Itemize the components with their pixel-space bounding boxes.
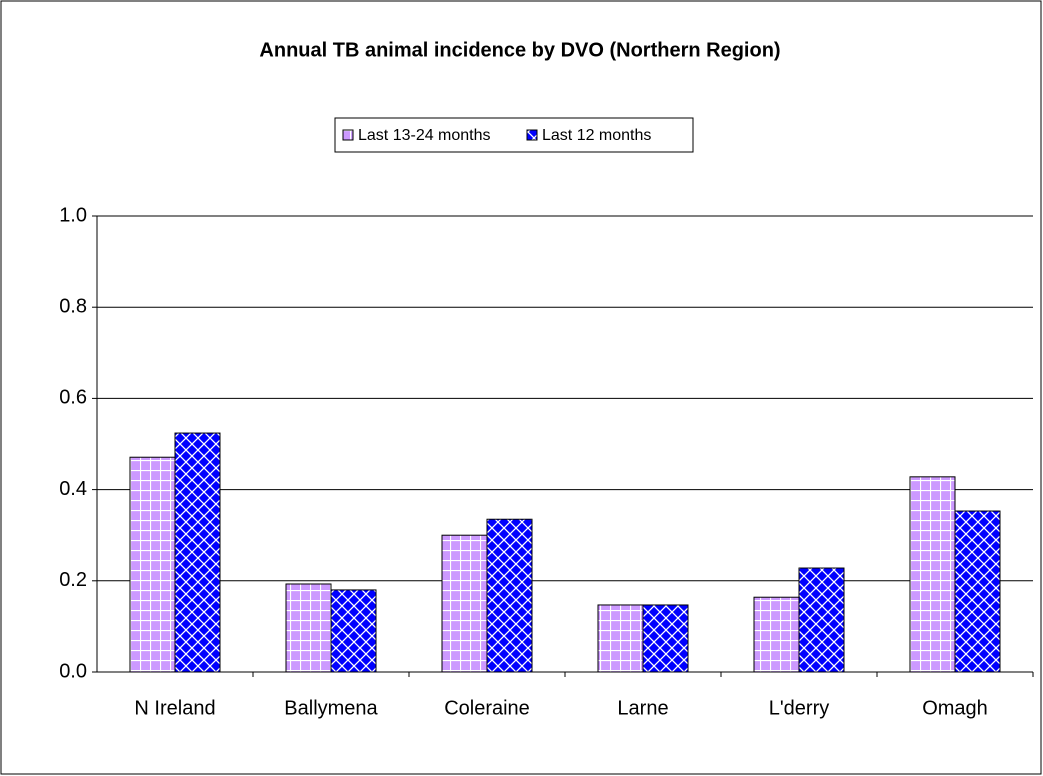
x-tick-label: Coleraine bbox=[444, 697, 530, 719]
legend-swatch bbox=[526, 129, 538, 141]
bar bbox=[954, 510, 1001, 673]
chart-title: Annual TB animal incidence by DVO (North… bbox=[259, 39, 780, 61]
y-tick-label: 0.0 bbox=[59, 660, 87, 682]
bar bbox=[753, 596, 800, 673]
y-tick-label: 0.8 bbox=[59, 295, 87, 317]
legend-box bbox=[334, 117, 694, 153]
bar bbox=[129, 456, 176, 673]
x-tick-label: N Ireland bbox=[134, 697, 215, 719]
x-tick-label: L'derry bbox=[769, 697, 830, 719]
y-tick-label: 0.2 bbox=[59, 569, 87, 591]
x-tick-label: Ballymena bbox=[284, 697, 378, 719]
bar bbox=[909, 476, 956, 673]
bar bbox=[441, 534, 488, 673]
bar bbox=[597, 604, 644, 673]
bar bbox=[174, 432, 221, 673]
y-tick-label: 0.6 bbox=[59, 387, 87, 409]
legend-swatch bbox=[342, 129, 354, 141]
bar bbox=[798, 567, 845, 673]
legend-label: Last 12 months bbox=[542, 127, 651, 144]
x-tick-label: Omagh bbox=[922, 697, 988, 719]
legend-label: Last 13-24 months bbox=[358, 127, 491, 144]
bar bbox=[486, 518, 533, 673]
bar bbox=[285, 583, 332, 673]
y-tick-label: 1.0 bbox=[59, 204, 87, 226]
bar bbox=[330, 589, 377, 673]
x-tick-label: Larne bbox=[617, 697, 668, 719]
y-tick-label: 0.4 bbox=[59, 478, 87, 500]
bar bbox=[642, 604, 689, 673]
